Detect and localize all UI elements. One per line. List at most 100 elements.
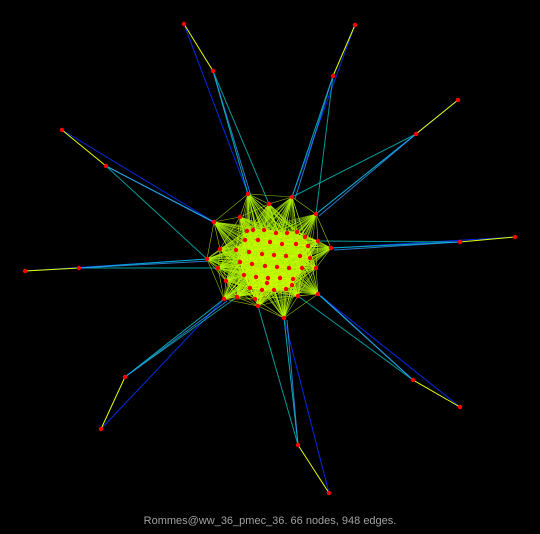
core-edge — [219, 248, 251, 289]
core-edge — [251, 255, 287, 265]
core-edge — [206, 258, 225, 300]
core-edge — [255, 276, 263, 291]
spoke-edge — [105, 165, 208, 260]
spoke-edge — [183, 23, 249, 195]
graph-node — [283, 286, 289, 292]
graph-node — [313, 265, 319, 271]
graph-node — [215, 265, 221, 271]
graph-node — [249, 261, 255, 267]
core-edge — [206, 258, 251, 289]
core-edge — [239, 251, 250, 263]
graph-node — [283, 253, 289, 259]
graph-node — [247, 285, 253, 291]
graph-node — [297, 253, 303, 259]
core-edge — [283, 284, 293, 319]
spoke-edge — [61, 129, 107, 167]
spoke-edge — [317, 293, 461, 408]
graph-node — [294, 229, 300, 235]
core-edge — [315, 247, 332, 269]
graph-node — [217, 246, 223, 252]
core-edge — [223, 280, 227, 300]
core-edge — [213, 221, 241, 263]
graph-node — [255, 303, 261, 309]
core-edge — [243, 267, 303, 276]
graph-node — [455, 97, 461, 103]
graph-node — [76, 265, 82, 271]
core-edge — [239, 193, 249, 218]
graph-node — [274, 264, 280, 270]
graph-node — [265, 275, 271, 281]
spoke-edge — [332, 24, 356, 77]
spoke-edge — [415, 99, 459, 135]
graph-node — [223, 278, 229, 284]
core-edge — [295, 243, 311, 259]
spoke-edge — [315, 75, 334, 215]
core-edge — [266, 282, 287, 290]
graph-node — [259, 251, 265, 257]
graph-node — [277, 275, 283, 281]
core-edge — [301, 267, 319, 295]
graph-node — [457, 239, 463, 245]
graph-node — [122, 374, 128, 380]
graph-node — [181, 21, 187, 27]
core-edge — [235, 216, 241, 251]
spoke-edge — [297, 444, 330, 494]
spoke-edge — [333, 241, 461, 251]
graph-node — [413, 131, 419, 137]
graph-node — [290, 276, 296, 282]
graph-node — [259, 287, 265, 293]
core-edge — [283, 267, 303, 319]
graph-node — [315, 238, 321, 244]
core-edge — [249, 287, 287, 290]
graph-node — [286, 265, 292, 271]
spoke-edge — [459, 236, 516, 243]
graph-node — [221, 296, 227, 302]
graph-node — [233, 247, 239, 253]
spoke-edge — [318, 133, 417, 217]
core-edge — [285, 245, 309, 257]
core-edge — [315, 213, 319, 242]
core-edge — [213, 221, 256, 300]
spoke-edge — [291, 75, 334, 198]
graph-node — [313, 211, 319, 217]
core-edge — [206, 258, 256, 300]
core-edge — [235, 239, 246, 251]
core-edge — [291, 257, 311, 286]
core-edge — [248, 245, 309, 253]
core-edge — [307, 245, 317, 269]
core-edge — [239, 203, 270, 218]
core-edge — [264, 257, 311, 267]
core-edge — [213, 216, 241, 223]
spoke-edge — [212, 70, 252, 197]
spoke-edge — [320, 295, 414, 381]
graph-node — [512, 234, 518, 240]
graph-node — [273, 230, 279, 236]
graph-node — [204, 256, 210, 262]
core-edge — [206, 221, 215, 260]
spoke-edge — [100, 298, 225, 430]
spoke-edge — [297, 295, 414, 381]
core-edge — [307, 245, 332, 249]
graph-node — [253, 274, 259, 280]
core-edge — [246, 230, 269, 279]
graph-node — [302, 234, 308, 240]
graph-node — [305, 243, 311, 249]
graph-node — [284, 230, 290, 236]
core-edge — [217, 267, 227, 282]
core-edge — [297, 267, 303, 297]
core-edge — [263, 229, 298, 233]
core-edge — [261, 284, 293, 291]
spoke-edge — [294, 75, 334, 200]
node-layer — [22, 21, 518, 496]
graph-node — [255, 237, 261, 243]
graph-node — [271, 287, 277, 293]
core-edge — [315, 213, 332, 249]
graph-node — [281, 315, 287, 321]
graph-node — [264, 280, 270, 286]
core-edge — [266, 278, 294, 284]
graph-node — [326, 490, 332, 496]
core-edge — [257, 236, 306, 241]
spoke-edge — [283, 317, 330, 494]
graph-node — [315, 291, 321, 297]
